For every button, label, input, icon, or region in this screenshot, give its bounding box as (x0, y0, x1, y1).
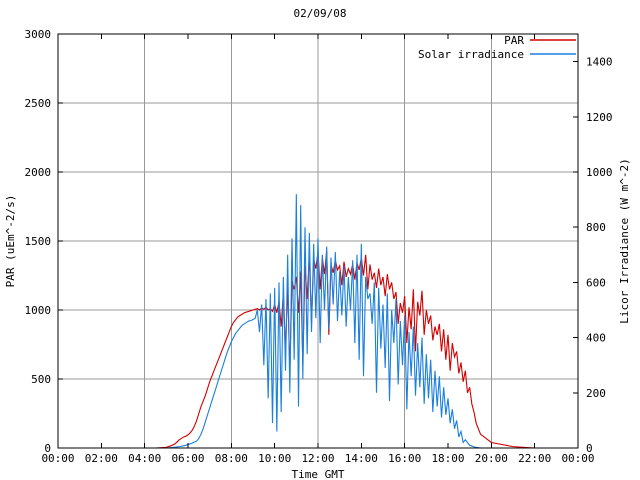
y-right-tick-label: 200 (586, 387, 606, 400)
axis-tick-labels: 00:00 02:00 04:00 06:00 08:00 10:00 12:00 14:00… (25, 28, 613, 465)
x-tick-label: 20:00 (475, 452, 508, 465)
legend-label-solar-irradiance: Solar irradiance (418, 48, 524, 61)
axis-ticks (57, 33, 579, 449)
x-tick-label: 14:00 (345, 452, 378, 465)
y-right-tick-label: 1200 (586, 111, 613, 124)
x-tick-label: 02:00 (85, 452, 118, 465)
x-tick-label: 10:00 (258, 452, 291, 465)
x-tick-label: 06:00 (171, 452, 204, 465)
series-line-solar-irradiance (58, 194, 535, 449)
y-right-tick-label: 0 (586, 442, 593, 455)
y-right-tick-label: 800 (586, 221, 606, 234)
y-left-tick-label: 1000 (25, 304, 52, 317)
y-right-tick-label: 400 (586, 332, 606, 345)
grid-lines (58, 34, 578, 448)
y-right-tick-label: 1000 (586, 166, 613, 179)
x-tick-label: 18:00 (431, 452, 464, 465)
y-right-axis-title: Licor Irradiance (W m^-2) (618, 158, 631, 324)
y-left-tick-label: 2000 (25, 166, 52, 179)
y-left-tick-label: 3000 (25, 28, 52, 41)
axis-titles: Time GMT PAR (uEm^-2/s) Licor Irradiance (… (4, 158, 631, 480)
y-right-tick-label: 600 (586, 276, 606, 289)
y-left-tick-label: 0 (44, 442, 51, 455)
chart-title: 02/09/08 (294, 7, 347, 20)
x-tick-label: 22:00 (518, 452, 551, 465)
x-tick-label: 04:00 (128, 452, 161, 465)
legend-label-par: PAR (504, 34, 524, 47)
y-left-axis-title: PAR (uEm^-2/s) (4, 195, 17, 288)
y-right-tick-label: 1400 (586, 56, 613, 69)
x-axis-title: Time GMT (292, 468, 345, 480)
y-left-tick-label: 1500 (25, 235, 52, 248)
y-left-tick-label: 2500 (25, 97, 52, 110)
y-left-tick-label: 500 (31, 373, 51, 386)
x-tick-label: 00:00 (561, 452, 594, 465)
x-tick-label: 08:00 (215, 452, 248, 465)
data-series-layer (58, 194, 578, 449)
x-tick-label: 16:00 (388, 452, 421, 465)
x-tick-label: 12:00 (301, 452, 334, 465)
x-tick-label: 00:00 (41, 452, 74, 465)
